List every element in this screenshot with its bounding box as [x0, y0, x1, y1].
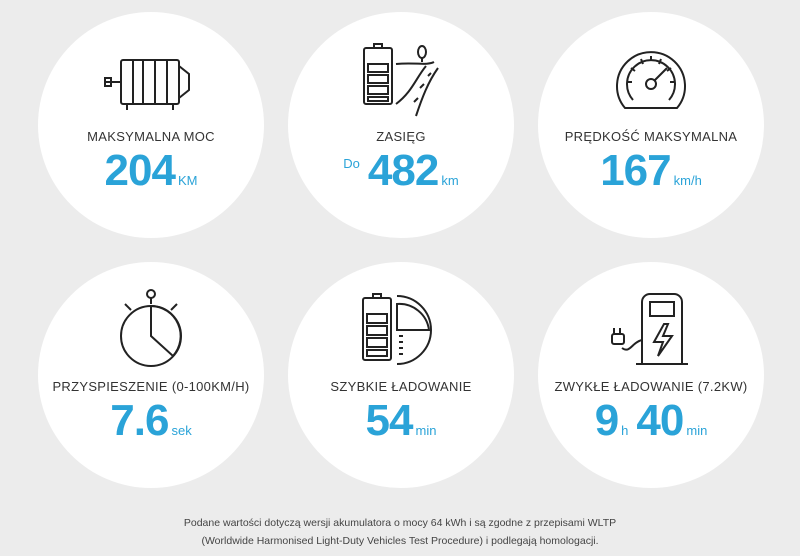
card-value: 204 KM [38, 149, 264, 193]
battery-road-icon [356, 42, 446, 123]
value-minutes: 40 [636, 396, 684, 445]
card-value: 167 km/h [538, 149, 764, 193]
value-number: 482 [367, 146, 439, 195]
card-value: 9 h 40 min [538, 399, 764, 443]
card-label: PRZYSPIESZENIE (0-100km/h) [52, 379, 250, 394]
spec-card-max-power: MAKSYMALNA MOC 204 KM [38, 12, 264, 238]
card-label: ZWYKŁE ŁADOWANIE (7.2kW) [554, 379, 748, 394]
card-label: PRĘDKOŚĆ MAKSYMALNA [564, 129, 738, 144]
electric-motor-icon [103, 52, 199, 117]
card-value: Do 482 km [288, 149, 514, 193]
card-label: MAKSYMALNA MOC [87, 129, 215, 144]
value-prefix: Do [343, 155, 360, 171]
card-value: 54 min [288, 399, 514, 443]
spec-card-fast-charging: SZYBKIE ŁADOWANIE 54 min [288, 262, 514, 488]
spec-card-top-speed: PRĘDKOŚĆ MAKSYMALNA 167 km/h [538, 12, 764, 238]
value-number: 204 [104, 146, 176, 195]
footnote-line-2: (Worldwide Harmonised Light-Duty Vehicle… [201, 535, 599, 547]
value-number: 54 [365, 396, 414, 445]
value-unit: KM [177, 173, 198, 188]
value-number: 167 [600, 146, 671, 195]
value-number: 7.6 [110, 396, 169, 445]
spec-card-acceleration: PRZYSPIESZENIE (0-100km/h) 7.6 sek [38, 262, 264, 488]
spec-card-regular-charging: ZWYKŁE ŁADOWANIE (7.2kW) 9 h 40 min [538, 262, 764, 488]
charging-station-icon [606, 292, 696, 371]
stopwatch-icon [111, 288, 191, 373]
spec-card-range: ZASIĘG Do 482 km [288, 12, 514, 238]
card-value: 7.6 sek [38, 399, 264, 443]
value-unit: km/h [673, 173, 702, 188]
card-label: ZASIĘG [376, 129, 426, 144]
value-hours: 9 [594, 396, 620, 445]
card-label: SZYBKIE ŁADOWANIE [330, 379, 472, 394]
value-unit: sek [171, 423, 192, 438]
unit-hours: h [621, 423, 629, 438]
battery-fast-charge-icon [359, 290, 443, 371]
speedometer-icon [613, 44, 689, 121]
footnote-line-1: Podane wartości dotyczą wersji akumulato… [183, 517, 617, 529]
value-unit: km [441, 173, 459, 188]
value-unit: min [415, 423, 437, 438]
footnote: Podane wartości dotyczą wersji akumulato… [0, 514, 800, 550]
unit-minutes: min [686, 423, 708, 438]
